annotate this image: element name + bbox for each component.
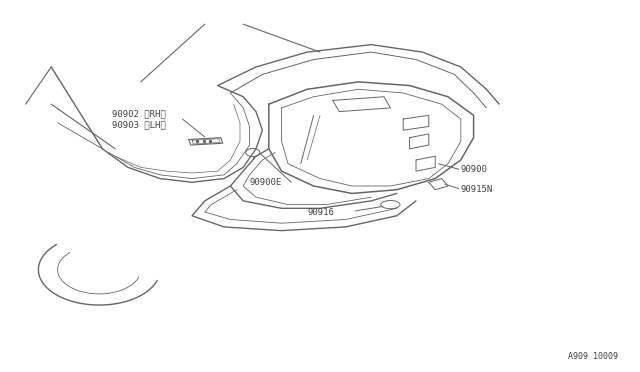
Text: 90916: 90916 bbox=[307, 208, 334, 217]
Text: 90903 〈LH〉: 90903 〈LH〉 bbox=[112, 120, 166, 129]
Text: 90902 〈RH〉: 90902 〈RH〉 bbox=[112, 109, 166, 118]
Text: A909 10009: A909 10009 bbox=[568, 352, 618, 361]
Text: 90900E: 90900E bbox=[250, 178, 282, 187]
Text: 90915N: 90915N bbox=[461, 185, 493, 194]
Text: 90900: 90900 bbox=[461, 165, 488, 174]
